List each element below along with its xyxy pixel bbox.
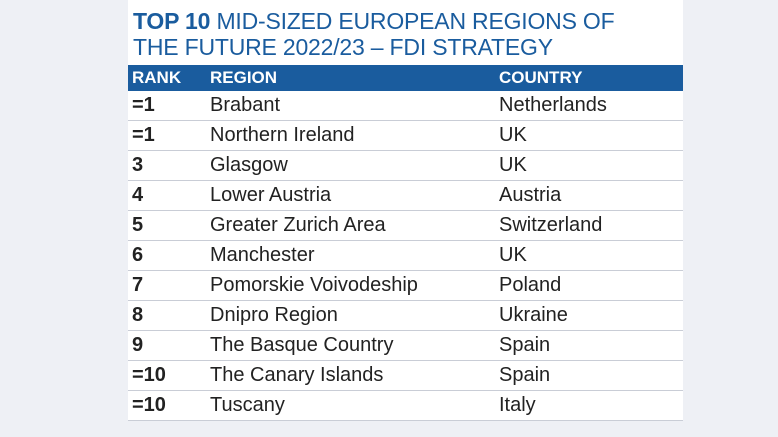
cell-rank: 8 — [132, 304, 144, 326]
cell-region: Manchester — [210, 244, 315, 266]
title-line1: MID-SIZED EUROPEAN REGIONS OF — [216, 8, 615, 34]
header-country: COUNTRY — [499, 68, 583, 87]
cell-rank: =10 — [132, 364, 166, 386]
header-rank: RANK — [132, 68, 182, 87]
table-row: 8 Dnipro Region Ukraine — [128, 301, 683, 331]
cell-country: Spain — [499, 364, 551, 386]
cell-country: Austria — [499, 184, 562, 206]
cell-region: Greater Zurich Area — [210, 214, 386, 236]
table-row: 3 Glasgow UK — [128, 151, 683, 181]
title-bold: TOP 10 — [133, 8, 211, 34]
cell-region: Northern Ireland — [210, 124, 355, 146]
table-row: 4 Lower Austria Austria — [128, 181, 683, 211]
table-body: =1 Brabant Netherlands =1 Northern Irela… — [128, 91, 683, 421]
cell-rank: =1 — [132, 124, 155, 146]
cell-region: Pomorskie Voivodeship — [210, 274, 418, 296]
cell-region: Lower Austria — [210, 184, 332, 206]
table-row: =1 Northern Ireland UK — [128, 121, 683, 151]
cell-country: Ukraine — [499, 304, 568, 326]
cell-rank: 9 — [132, 334, 144, 356]
cell-country: Poland — [499, 274, 562, 296]
cell-rank: 6 — [132, 244, 144, 266]
table-row: 6 Manchester UK — [128, 241, 683, 271]
title-line2: THE FUTURE 2022/23 – FDI STRATEGY — [133, 34, 553, 60]
cell-region: Glasgow — [210, 154, 288, 176]
table-row: 9 The Basque Country Spain — [128, 331, 683, 361]
cell-rank: 7 — [132, 274, 144, 296]
cell-rank: =1 — [132, 94, 155, 116]
table-row: =1 Brabant Netherlands — [128, 91, 683, 121]
cell-rank: 5 — [132, 214, 144, 236]
cell-country: Netherlands — [499, 94, 607, 116]
cell-region: Brabant — [210, 94, 281, 116]
page-title: TOP 10 MID-SIZED EUROPEAN REGIONS OF THE… — [133, 8, 693, 60]
header-region: REGION — [210, 68, 278, 87]
table-row: 7 Pomorskie Voivodeship Poland — [128, 271, 683, 301]
table-row: 5 Greater Zurich Area Switzerland — [128, 211, 683, 241]
cell-rank: =10 — [132, 394, 166, 416]
cell-region: The Basque Country — [210, 334, 394, 356]
table-row: =10 Tuscany Italy — [128, 391, 683, 421]
table-header: RANK REGION COUNTRY — [128, 65, 683, 91]
cell-region: The Canary Islands — [210, 364, 384, 386]
table-row: =10 The Canary Islands Spain — [128, 361, 683, 391]
cell-rank: 4 — [132, 184, 144, 206]
cell-country: UK — [499, 124, 527, 146]
cell-country: Spain — [499, 334, 551, 356]
cell-country: UK — [499, 244, 527, 266]
cell-country: Switzerland — [499, 214, 603, 236]
cell-country: UK — [499, 154, 527, 176]
cell-country: Italy — [499, 394, 536, 416]
cell-region: Tuscany — [210, 394, 285, 416]
cell-region: Dnipro Region — [210, 304, 338, 326]
cell-rank: 3 — [132, 154, 144, 176]
